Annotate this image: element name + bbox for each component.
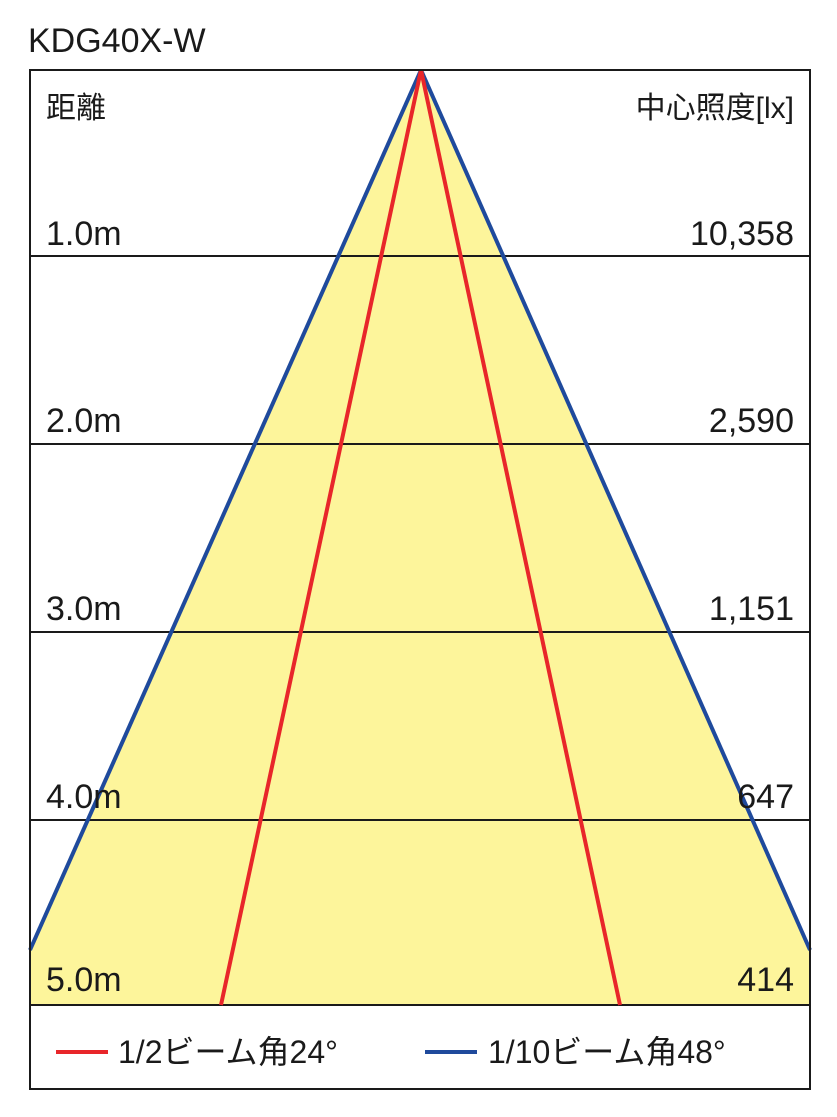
lux-value: 2,590 bbox=[709, 402, 794, 440]
lux-value: 647 bbox=[737, 778, 794, 816]
lux-value: 10,358 bbox=[690, 215, 794, 253]
diagram-frame bbox=[29, 69, 811, 1090]
illuminance-header: 中心照度[lx] bbox=[636, 92, 794, 125]
distance-label: 4.0m bbox=[46, 778, 122, 816]
distance-label: 3.0m bbox=[46, 590, 122, 628]
legend-label-half-beam: 1/2ビーム角24° bbox=[118, 1034, 338, 1070]
half-beam-left bbox=[219, 69, 423, 1006]
half-beam-right bbox=[419, 69, 622, 1006]
lux-value: 1,151 bbox=[709, 590, 794, 628]
distance-gridlines bbox=[30, 255, 810, 1006]
tenth-beam-lines bbox=[28, 69, 812, 951]
legend-label-tenth-beam: 1/10ビーム角48° bbox=[488, 1034, 726, 1070]
distance-label: 2.0m bbox=[46, 402, 122, 440]
tenth-beam-left bbox=[28, 69, 423, 951]
beam-fill bbox=[30, 70, 810, 1005]
half-beam-lines bbox=[219, 69, 622, 1006]
tenth-beam-right bbox=[419, 69, 812, 951]
distance-label: 5.0m bbox=[46, 961, 122, 999]
lux-value: 414 bbox=[737, 961, 794, 999]
distance-label: 1.0m bbox=[46, 215, 122, 253]
distance-header: 距離 bbox=[46, 92, 106, 125]
legend: 1/2ビーム角24° 1/10ビーム角48° bbox=[56, 1034, 726, 1070]
diagram-title: KDG40X-W bbox=[28, 22, 206, 60]
